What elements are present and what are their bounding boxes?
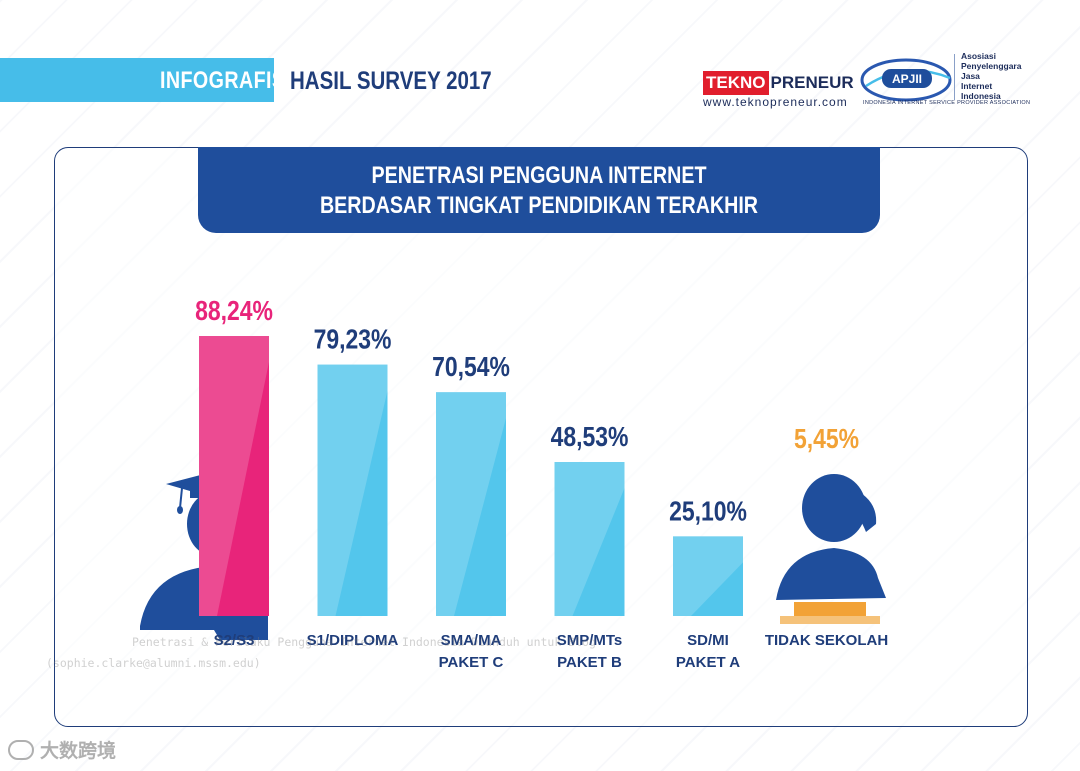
bar-highlight [436, 392, 506, 616]
category-label: S2/S3 [214, 632, 255, 649]
bar-value-label: 5,45% [794, 424, 859, 455]
bar-highlight [317, 364, 388, 616]
bar-group: 5,45% TIDAK SEKOLAH [765, 424, 888, 649]
apjii-name: Asosiasi Penyelenggara Jasa Internet Ind… [961, 51, 1021, 101]
category-label: S1/DIPLOMA [307, 632, 399, 649]
bar-group: 48,53% SMP/MTs PAKET B [551, 422, 629, 671]
teknopreneur-logo-dark: PRENEUR [770, 73, 854, 92]
bar [673, 536, 743, 616]
apjii-logo-icon: APJII [860, 58, 952, 102]
infografis-tag: INFOGRAFIS [160, 67, 286, 94]
corner-logo-icon [8, 739, 34, 760]
survey-title: HASIL SURVEY 2017 [290, 67, 492, 95]
bar-highlight [673, 536, 743, 616]
apjii-abbr: APJII [892, 72, 922, 86]
bar-value-label: 48,53% [551, 422, 629, 453]
teknopreneur-url: www.teknopreneur.com [703, 95, 848, 109]
infografis-tag-bar [0, 58, 274, 102]
apjii-name-line: Internet [961, 81, 993, 91]
teknopreneur-logo-red: TEKNO [703, 71, 769, 95]
bar-value-label: 88,24% [195, 296, 273, 327]
category-label: SMA/MA [441, 632, 502, 649]
watermark-line-2: (sophie.clarke@alumni.mssm.edu) [46, 656, 261, 670]
chart-title-line-1: PENETRASI PENGGUNA INTERNET [371, 162, 707, 189]
bar-value-label: 79,23% [314, 325, 392, 356]
category-label: SD/MI [687, 632, 729, 649]
chart-title-line-2: BERDASAR TINGKAT PENDIDIKAN TERAKHIR [319, 192, 759, 219]
bar [436, 392, 506, 616]
chart-banner [198, 147, 880, 233]
bars-layer: 88,24% S2/S3 79,23% S1/DIPLOMA 70,54% SMA/MA P… [195, 296, 888, 671]
bar-group: 70,54% SMA/MA PAKET C [432, 352, 510, 671]
apjii-separator [954, 54, 955, 100]
watermark-line-1: Penetrasi & Perilaku Pengguna Internet I… [132, 635, 596, 649]
corner-watermark-text: 大数跨境 [40, 741, 117, 762]
bar-group: 25,10% SD/MI PAKET A [669, 496, 747, 671]
category-label: PAKET C [439, 654, 504, 671]
bar [554, 462, 625, 616]
bar-value-label: 25,10% [669, 496, 747, 527]
apjii-name-line: Asosiasi [961, 51, 996, 61]
bar-highlight [554, 462, 625, 616]
apjii-subtitle: INDONESIA INTERNET SERVICE PROVIDER ASSO… [863, 100, 1031, 106]
teknopreneur-logo: TEKNO PRENEUR [703, 71, 854, 95]
thinking-child-silhouette-icon [776, 474, 886, 624]
apjii-name-line: Jasa [961, 71, 980, 81]
category-label: TIDAK SEKOLAH [765, 632, 888, 649]
category-label: PAKET B [557, 654, 622, 671]
category-label: SMP/MTs [557, 632, 623, 649]
bar [199, 336, 269, 616]
corner-watermark: 大数跨境 [8, 736, 116, 763]
bar-group: 88,24% S2/S3 [195, 296, 273, 649]
bar-highlight [199, 336, 269, 616]
bar-group: 79,23% S1/DIPLOMA [307, 325, 399, 649]
bar-value-label: 70,54% [432, 352, 510, 383]
apjii-name-line: Penyelenggara [961, 61, 1022, 71]
category-label: PAKET A [676, 654, 740, 671]
bar [317, 364, 388, 616]
apjii-name-line: Indonesia [961, 91, 1001, 101]
